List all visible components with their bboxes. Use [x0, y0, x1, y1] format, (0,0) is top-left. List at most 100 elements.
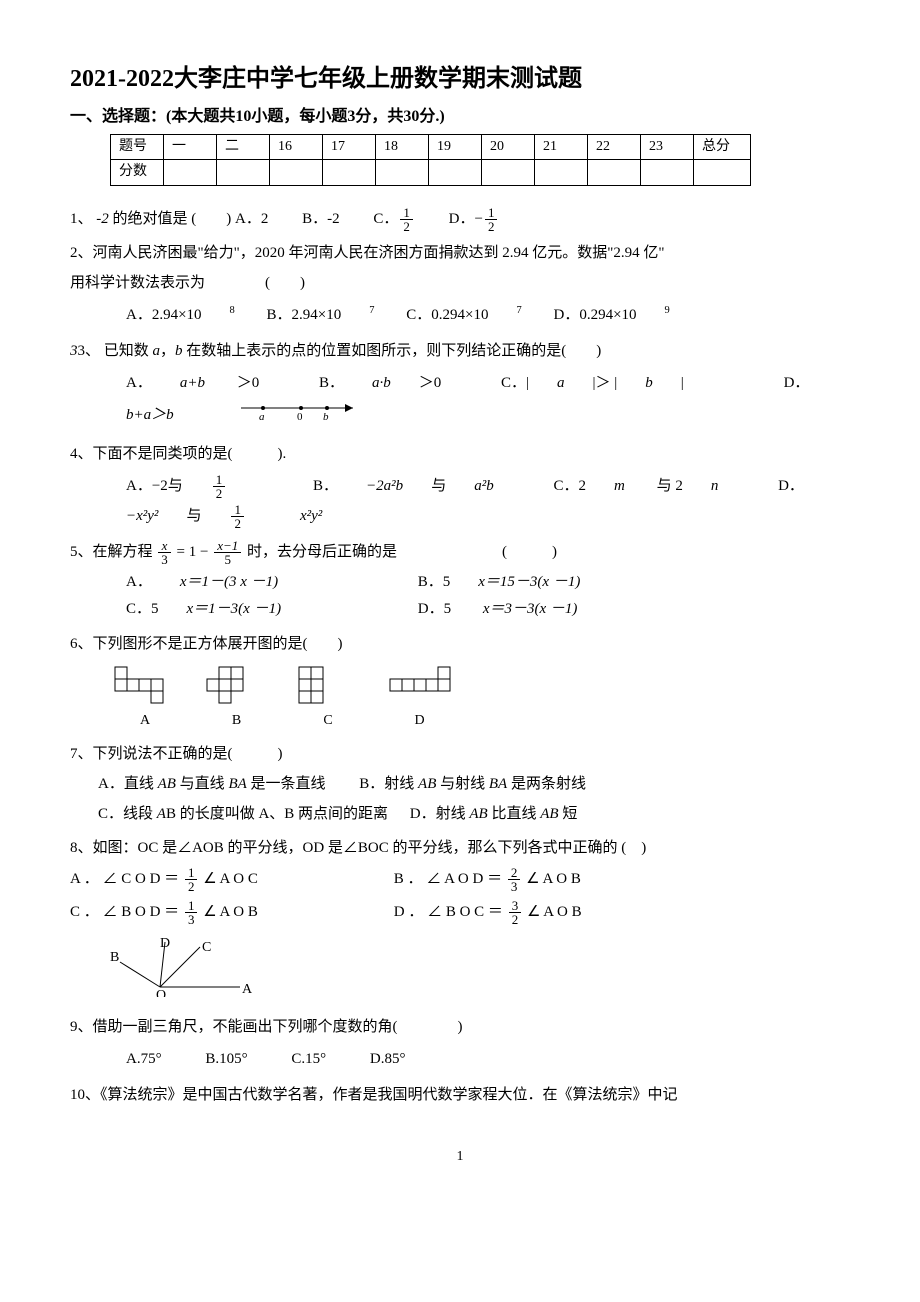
cell — [376, 160, 429, 185]
cell: 题号 — [111, 134, 164, 159]
q8-optC: C ． ∠ B O D ＝ 13 ∠ A O B — [70, 896, 390, 929]
q9-optC: C.15° — [291, 1051, 326, 1067]
question-6: 6、下列图形不是正方体展开图的是( ) — [70, 629, 850, 735]
q4-optB: B．−2a²b与a²b — [313, 478, 522, 494]
q3-num: 3 — [70, 343, 78, 359]
cell — [641, 160, 694, 185]
cell: 总分 — [694, 134, 751, 159]
svg-text:b: b — [323, 411, 329, 422]
q9-optD: D.85° — [370, 1051, 406, 1067]
q3-stem2: 在数轴上表示的点的位置如图所示，则下列结论正确的是( ) — [183, 343, 602, 359]
q1-optB: B．-2 — [302, 211, 340, 227]
q5-optD: D．5 x＝3－3(x －1) — [418, 601, 606, 617]
svg-text:C: C — [202, 940, 211, 955]
cube-net-c-icon — [294, 665, 364, 705]
page-title: 2021-2022大李庄中学七年级上册数学期末测试题 — [70, 60, 850, 98]
q4-options: A．−2与12 B．−2a²b与a²b C．2m 与 2n D．−x²y²与12… — [126, 471, 850, 531]
cell: 22 — [588, 134, 641, 159]
q4-stem: 4、下面不是同类项的是( ). — [70, 439, 850, 469]
cube-net-d-icon — [385, 665, 465, 705]
q3-stem: 3、 已知数 — [78, 343, 153, 359]
question-4: 4、下面不是同类项的是( ). A．−2与12 B．−2a²b与a²b C．2m… — [70, 439, 850, 531]
q5-stem1: 5、在解方程 — [70, 544, 156, 560]
cell: 分数 — [111, 160, 164, 185]
svg-text:B: B — [110, 950, 119, 965]
cube-net-a-icon — [110, 665, 180, 705]
cell — [429, 160, 482, 185]
number-line-icon: a 0 b — [241, 398, 361, 433]
question-2: 2、河南人民济困最"给力"，2020 年河南人民在济困方面捐款达到 2.94 亿… — [70, 238, 850, 330]
cell: 18 — [376, 134, 429, 159]
q9-optA: A.75° — [126, 1051, 162, 1067]
cube-net-b-icon — [202, 665, 272, 705]
svg-text:A: A — [242, 982, 253, 997]
q5-stem2: 时，去分母后正确的是 ( ) — [247, 544, 557, 560]
q5-options: A．x＝1－(3 x －1) B．5x＝15－3(x －1) C．5x＝1－3(… — [126, 569, 850, 623]
label-b: B — [202, 707, 290, 735]
page-number: 1 — [70, 1146, 850, 1168]
question-3: 33、 已知数 a，b 在数轴上表示的点的位置如图所示，则下列结论正确的是( )… — [70, 336, 850, 433]
svg-text:a: a — [259, 411, 265, 422]
cell — [694, 160, 751, 185]
cell: 21 — [535, 134, 588, 159]
label-a: A — [110, 707, 198, 735]
q2-options: A．2.94×108 B．2.94×107 C．0.294×107 D．0.29… — [126, 300, 850, 330]
q7-optD: D．射线 AB 比直线 AB 短 — [410, 806, 578, 822]
angle-figure-icon: B D C O A — [110, 937, 850, 1008]
question-7: 7、下列说法不正确的是( ) A．直线 AB 与直线 BA 是一条直线 B．射线… — [70, 739, 850, 829]
q8-options: A ． ∠ C O D ＝ 12 ∠ A O C B ． ∠ A O D ＝ 2… — [70, 863, 850, 929]
q3-options: A．a+b ＞0 B．a·b＞0 C．|a|＞ |b| D．b+a＞b a 0 … — [126, 368, 850, 433]
q3-optB: B．a·b＞0 — [319, 375, 469, 391]
cell — [323, 160, 376, 185]
cell — [588, 160, 641, 185]
q3-optC: C．|a|＞ |b| — [501, 375, 712, 391]
score-table: 题号 一 二 16 17 18 19 20 21 22 23 总分 分数 — [110, 134, 751, 186]
q5-eq: = 1 − — [177, 544, 213, 560]
q1-val: -2 — [96, 211, 109, 227]
question-10: 10、《算法统宗》是中国古代数学名著，作者是我国明代数学家程大位．在《算法统宗》… — [70, 1080, 850, 1110]
q7-stem: 7、下列说法不正确的是( ) — [70, 739, 850, 769]
q7-options: A．直线 AB 与直线 BA 是一条直线 B．射线 AB 与射线 BA 是两条射… — [98, 769, 850, 829]
q5-rhs-frac: x−15 — [214, 539, 241, 566]
q4-optC: C．2m 与 2n — [553, 478, 746, 494]
cell: 16 — [270, 134, 323, 159]
cell — [217, 160, 270, 185]
q1-stem2: 的绝对值是 ( ) — [109, 211, 235, 227]
q7-optB: B．射线 AB 与射线 BA 是两条射线 — [359, 776, 586, 792]
cell: 19 — [429, 134, 482, 159]
svg-text:D: D — [160, 937, 170, 951]
q2-optC: C．0.294×107 — [406, 307, 521, 323]
section-1-heading: 一、选择题：(本大题共10小题，每小题3分，共30分.) — [70, 104, 850, 130]
label-c: C — [293, 707, 381, 735]
q9-optB: B.105° — [205, 1051, 247, 1067]
question-1: 1、 -2 的绝对值是 ( ) A．2 B．-2 C．12 D．−12 — [70, 204, 850, 234]
cell: 20 — [482, 134, 535, 159]
q8-optA: A ． ∠ C O D ＝ 12 ∠ A O C — [70, 863, 390, 896]
cell: 二 — [217, 134, 270, 159]
q7-optC: C．线段 AB 的长度叫做 A、B 两点间的距离 — [98, 806, 388, 822]
q2-optB: B．2.94×107 — [267, 307, 375, 323]
q8-stem: 8、如图：OC 是∠AOB 的平分线，OD 是∠BOC 的平分线，那么下列各式中… — [70, 833, 850, 863]
q2-optD: D．0.294×109 — [553, 307, 669, 323]
cube-net-figures — [110, 665, 850, 705]
q2-line1: 2、河南人民济困最"给力"，2020 年河南人民在济困方面捐款达到 2.94 亿… — [70, 238, 850, 268]
q5-optA: A．x＝1－(3 x －1) — [126, 569, 386, 596]
q4-optA: A．−2与12 — [126, 478, 281, 494]
q2-line2: 用科学计数法表示为 ( ) — [70, 268, 850, 298]
svg-text:O: O — [156, 988, 166, 997]
question-8: 8、如图：OC 是∠AOB 的平分线，OD 是∠BOC 的平分线，那么下列各式中… — [70, 833, 850, 1008]
cell — [270, 160, 323, 185]
question-9: 9、借助一副三角尺，不能画出下列哪个度数的角( ) A.75° B.105° C… — [70, 1012, 850, 1074]
svg-text:0: 0 — [297, 411, 303, 422]
cell: 23 — [641, 134, 694, 159]
table-row: 分数 — [111, 160, 751, 185]
q7-optA: A．直线 AB 与直线 BA 是一条直线 — [98, 776, 326, 792]
q1-stem: 1、 — [70, 211, 96, 227]
q2-optA: A．2.94×108 — [126, 307, 235, 323]
q5-lhs-frac: x3 — [158, 539, 171, 566]
q8-optD: D ． ∠ B O C ＝ 32 ∠ A O B — [394, 904, 582, 920]
q3-optA: A．a+b ＞0 — [126, 375, 287, 391]
cell — [535, 160, 588, 185]
q1-optA: A．2 — [235, 211, 268, 227]
q3-b: b — [175, 343, 183, 359]
